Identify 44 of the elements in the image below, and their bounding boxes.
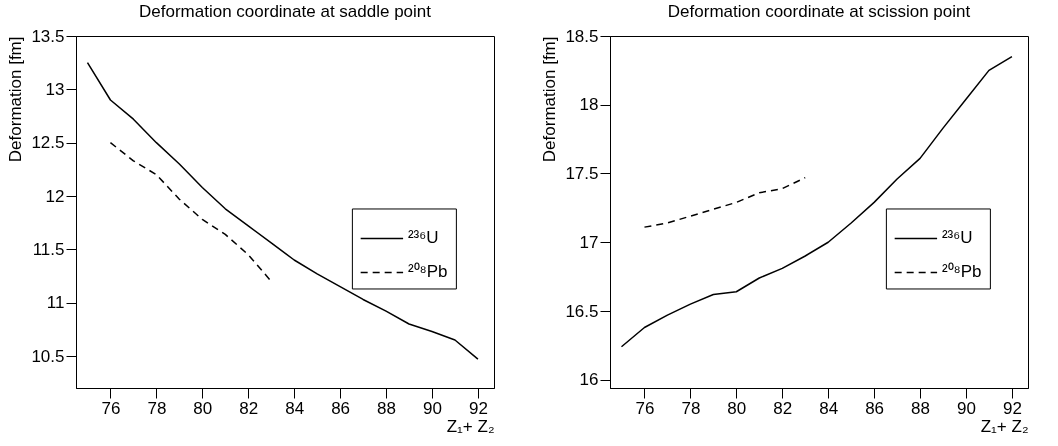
- y-tick-label: 12: [45, 186, 65, 206]
- chart-title: Deformation coordinate at saddle point: [138, 2, 432, 21]
- x-tick-label: 76: [101, 398, 121, 418]
- y-axis-title: Deformation [fm]: [6, 36, 26, 163]
- y-tick-label: 17: [579, 232, 599, 252]
- x-tick-label: 86: [865, 398, 885, 418]
- x-axis-title: Z₁+ Z₂: [446, 416, 495, 436]
- x-tick-label: 80: [193, 398, 213, 418]
- x-tick-label: 88: [911, 398, 931, 418]
- y-tick-label: 16.5: [565, 301, 599, 321]
- legend-label: ²³⁶U: [941, 228, 973, 248]
- y-tick-label: 11.5: [32, 239, 65, 259]
- x-tick-label: 80: [727, 398, 747, 418]
- x-tick-label: 88: [377, 398, 397, 418]
- chart-title: Deformation coordinate at scission point: [667, 2, 971, 21]
- y-tick-label: 10.5: [31, 346, 65, 366]
- x-axis-title: Z₁+ Z₂: [980, 416, 1029, 436]
- y-tick-label: 11: [46, 293, 65, 313]
- line-series: [620, 55, 1013, 348]
- x-tick-label: 92: [468, 398, 488, 418]
- x-tick-label: 78: [147, 398, 167, 418]
- x-tick-label: 82: [773, 398, 793, 418]
- x-tick-label: 84: [285, 398, 305, 418]
- x-tick-label: 86: [331, 398, 351, 418]
- x-tick-label: 84: [819, 398, 839, 418]
- y-tick-label: 12.5: [31, 133, 65, 153]
- y-tick-label: 17.5: [565, 164, 599, 183]
- x-tick-label: 90: [423, 398, 442, 418]
- y-tick-label: 13: [45, 79, 65, 99]
- y-tick-label: 18.5: [565, 26, 599, 46]
- x-tick-label: 92: [1002, 398, 1022, 418]
- line-series: [643, 176, 806, 228]
- line-series: [86, 61, 479, 360]
- x-tick-label: 82: [239, 398, 259, 418]
- y-tick-label: 16: [579, 370, 599, 390]
- legend-label: ²³⁶U: [407, 228, 439, 248]
- x-tick-label: 78: [681, 398, 701, 418]
- x-tick-label: 76: [635, 398, 655, 418]
- y-tick-label: 13.5: [31, 26, 65, 46]
- y-tick-label: 18: [579, 95, 599, 115]
- y-axis-title: Deformation [fm]: [540, 36, 560, 163]
- legend-label: ²⁰⁸Pb: [407, 262, 448, 282]
- x-tick-label: 90: [957, 398, 976, 418]
- legend-label: ²⁰⁸Pb: [941, 262, 982, 282]
